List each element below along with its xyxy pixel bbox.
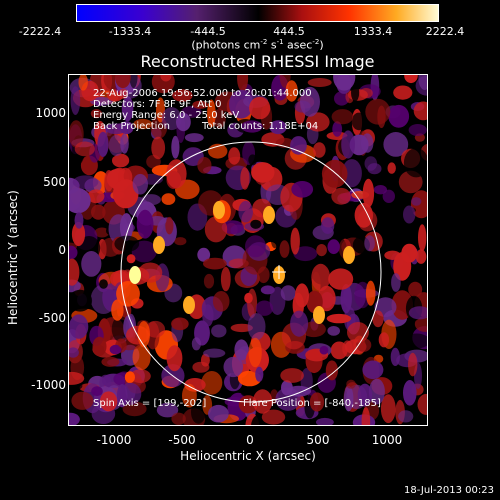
- annotation-detectors: Detectors: 7F 8F 9F, Att 0: [93, 99, 222, 110]
- y-tick-label: 1000: [35, 106, 66, 120]
- y-tick-label: -500: [38, 311, 66, 325]
- image-title: Reconstructed RHESSI Image: [140, 52, 375, 71]
- x-tick-label: 1000: [371, 433, 403, 447]
- colorbar-tick: -1333.4: [108, 25, 152, 38]
- x-axis-label: Heliocentric X (arcsec): [180, 449, 316, 463]
- y-axis-label: Heliocentric Y (arcsec): [6, 190, 20, 325]
- colorbar-units: (photons cm-2 s-1 asec-2): [191, 38, 324, 52]
- colorbar: [76, 4, 439, 22]
- annotation-time-range: 22-Aug-2006 19:56:52.000 to 20:01:44.000: [93, 88, 312, 99]
- colorbar-tick: 2222.4: [425, 25, 465, 38]
- y-tick-label: 500: [43, 175, 66, 189]
- x-tick-label: 500: [306, 433, 330, 447]
- image-plot: [68, 74, 428, 426]
- colorbar-tick: -2222.4: [18, 25, 62, 38]
- annotation-spin-axis: Spin Axis = [199,-202]: [93, 398, 207, 409]
- annotation-method: Back Projection: [93, 121, 170, 132]
- x-tick-label: 0: [246, 433, 254, 447]
- annotation-counts: Total counts: 1.18E+04: [202, 121, 319, 132]
- x-tick-label: -500: [168, 433, 196, 447]
- flare-position-marker: [272, 265, 286, 279]
- colorbar-tick: 444.5: [273, 25, 305, 38]
- x-tick-label: -1000: [96, 433, 132, 447]
- footer-timestamp: 18-Jul-2013 00:23: [403, 485, 494, 496]
- y-tick-label: 0: [58, 243, 66, 257]
- image-blobs: [69, 75, 427, 425]
- colorbar-tick: -444.5: [190, 25, 226, 38]
- y-tick-label: -1000: [31, 378, 66, 392]
- annotation-energy: Energy Range: 6.0 - 25.0 keV: [93, 110, 240, 121]
- reconstructed-image: [69, 75, 427, 425]
- solar-limb-circle: [120, 141, 382, 403]
- colorbar-tick: 1333.4: [353, 25, 393, 38]
- annotation-flare-position: Flare Position = [-840,-185]: [243, 398, 381, 409]
